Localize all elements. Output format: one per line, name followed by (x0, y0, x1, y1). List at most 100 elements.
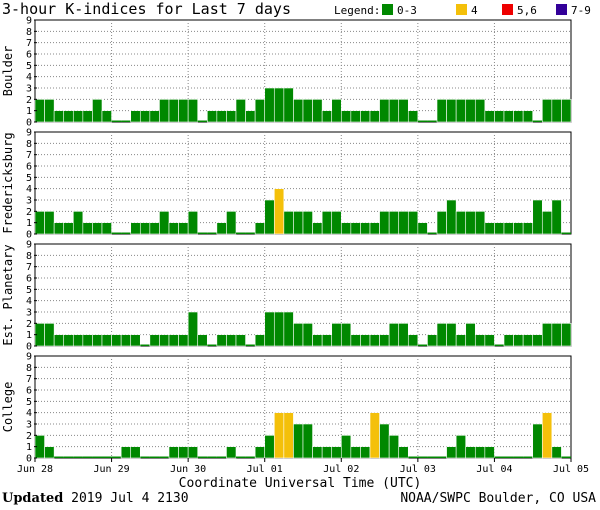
kp-bar (130, 110, 141, 123)
kp-bar (437, 456, 447, 458)
kp-bar (63, 222, 74, 235)
kp-bar (350, 334, 361, 347)
kp-bar (504, 456, 514, 458)
y-tick-label: 2 (26, 207, 32, 218)
kp-bar (436, 99, 447, 123)
kp-bar (92, 334, 103, 347)
kp-bar (321, 211, 333, 235)
kp-bar (139, 110, 151, 123)
kp-bar (168, 99, 179, 123)
kp-bar (159, 456, 169, 458)
kp-bar (350, 446, 361, 459)
y-tick-label: 6 (26, 274, 32, 285)
kp-bar (101, 222, 112, 235)
kp-bar (92, 99, 103, 123)
kp-bar (379, 211, 390, 235)
kp-bar (197, 456, 208, 458)
kp-bar (53, 110, 65, 123)
kp-bar (561, 232, 571, 234)
kp-bar (561, 99, 572, 123)
kp-bar (159, 211, 170, 235)
kp-bar (340, 222, 352, 235)
kp-bar (503, 334, 514, 347)
kp-bar (283, 211, 294, 235)
kp-bar (63, 110, 74, 123)
kp-bar (178, 446, 189, 459)
kp-bar (254, 334, 266, 347)
kp-bar (503, 110, 514, 123)
kp-bar (44, 99, 55, 123)
kp-bar (140, 456, 150, 458)
kp-bar (541, 412, 553, 459)
y-tick-label: 2 (26, 431, 32, 442)
kp-bar (264, 311, 275, 347)
kp-bar (398, 99, 409, 123)
kp-bar (130, 446, 141, 459)
kp-bar (465, 323, 476, 347)
kp-bar (446, 323, 457, 347)
y-tick-label: 4 (26, 72, 32, 83)
legend-item-4: 4 (456, 4, 478, 17)
x-tick-label: Jun 28 (17, 464, 53, 475)
y-tick-label: 3 (26, 308, 32, 319)
y-tick-label: 9 (26, 16, 32, 27)
y-tick-label: 0 (26, 454, 32, 465)
kp-bar (207, 344, 217, 346)
kp-bar (216, 110, 227, 123)
x-tick-label: Jun 29 (94, 464, 130, 475)
credit-text: NOAA/SWPC Boulder, CO USA (400, 491, 596, 506)
y-tick-label: 1 (26, 330, 32, 341)
x-tick-label: Jul 02 (323, 464, 359, 475)
kp-bar (446, 99, 457, 123)
kp-bar (417, 120, 428, 122)
kp-bar (561, 323, 572, 347)
kp-bar (245, 110, 256, 123)
kp-bar (494, 456, 504, 458)
kp-bar (465, 446, 476, 459)
y-tick-label: 7 (26, 38, 32, 49)
kp-bar (340, 323, 352, 347)
y-tick-label: 5 (26, 285, 32, 296)
kp-bar (312, 222, 323, 235)
kp-bar (187, 311, 199, 347)
kp-bar (551, 99, 562, 123)
kp-bar (159, 99, 170, 123)
kp-bar (273, 87, 285, 123)
kp-bar (121, 232, 131, 234)
kp-bar (226, 110, 237, 123)
kp-bar (44, 446, 55, 459)
y-tick-label: 6 (26, 50, 32, 61)
kp-bar (302, 323, 313, 347)
legend-swatch-green (382, 4, 393, 15)
kp-bar (293, 423, 304, 459)
y-tick-label: 8 (26, 139, 32, 150)
kp-bar (474, 211, 486, 235)
kp-bar (484, 446, 495, 459)
kp-bar (72, 211, 84, 235)
kp-bar (541, 323, 553, 347)
kp-bar (302, 211, 313, 235)
kp-bar (245, 344, 256, 346)
kp-bar (388, 99, 400, 123)
kp-bar (379, 334, 390, 347)
kp-bar (63, 456, 74, 458)
panel-label: Boulder (1, 46, 15, 97)
kp-bar (331, 446, 342, 459)
kp-bar (484, 110, 495, 123)
kp-bar (92, 222, 103, 235)
kp-bar (407, 334, 419, 347)
kp-bar (561, 456, 571, 458)
kp-bar (197, 232, 208, 234)
kp-bar (455, 334, 467, 347)
kp-bar (178, 334, 189, 347)
kp-bar (360, 334, 371, 347)
kp-bar (513, 222, 524, 235)
kp-bar (178, 99, 189, 123)
kp-bar (178, 222, 189, 235)
kp-bar (551, 446, 562, 459)
y-tick-label: 0 (26, 230, 32, 241)
kp-bar (532, 199, 543, 235)
kp-bar (245, 232, 256, 234)
kp-bar (369, 412, 380, 459)
kp-bar (321, 110, 333, 123)
